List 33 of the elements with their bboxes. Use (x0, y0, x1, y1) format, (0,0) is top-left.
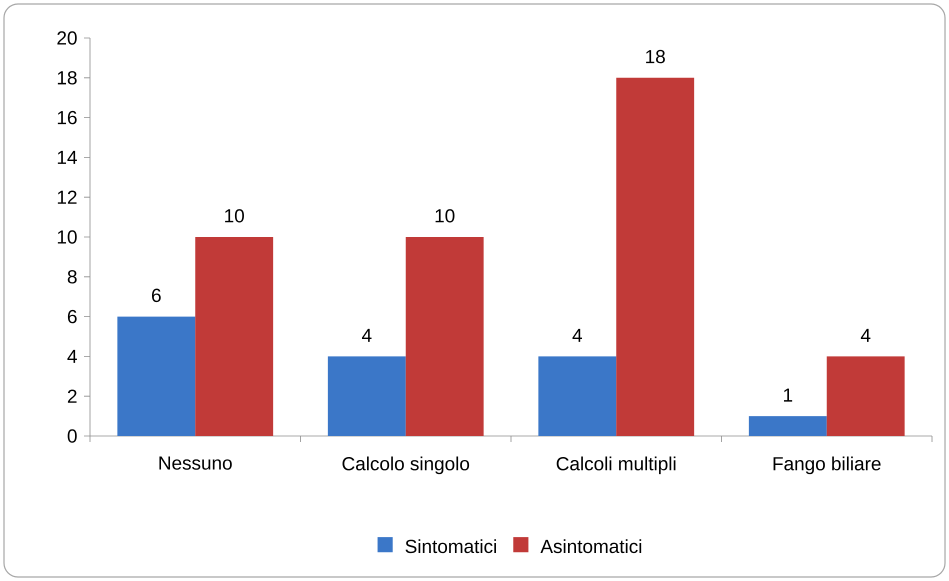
bar (406, 237, 484, 436)
data-label: 4 (572, 328, 582, 342)
bar (117, 316, 196, 436)
y-tick-label: 10 (58, 230, 77, 244)
data-label: 10 (436, 209, 454, 222)
bar (328, 356, 406, 436)
bar (748, 416, 827, 436)
y-tick-label: 12 (58, 190, 77, 204)
bar (538, 356, 616, 436)
bar (616, 78, 694, 436)
y-tick-label: 4 (67, 350, 77, 363)
x-tick-label: Nessuno (159, 456, 232, 470)
x-tick-label: Calcolo singolo (342, 456, 470, 474)
y-tick-label: 16 (58, 110, 77, 124)
data-label: 1 (784, 388, 792, 402)
y-tick-label: 18 (58, 71, 77, 84)
x-tick-label: Calcoli multipli (556, 456, 676, 474)
data-label: 6 (152, 288, 161, 302)
legend-label: Sintomatici (406, 539, 496, 554)
y-tick-label: 20 (57, 31, 77, 45)
y-tick-label: 0 (68, 429, 77, 443)
y-tick-label: 14 (58, 150, 77, 164)
y-tick-label: 2 (68, 390, 77, 403)
x-tick-label: Fango biliare (774, 456, 881, 474)
legend-label: Asintomatici (540, 539, 642, 554)
data-label: 18 (646, 50, 665, 64)
data-label: 4 (860, 328, 870, 342)
y-tick-label: 8 (68, 270, 77, 284)
data-label: 10 (225, 209, 244, 222)
y-tick-label: 6 (68, 310, 77, 324)
bar (195, 237, 274, 436)
data-label: 4 (362, 328, 372, 342)
bar (826, 356, 905, 436)
